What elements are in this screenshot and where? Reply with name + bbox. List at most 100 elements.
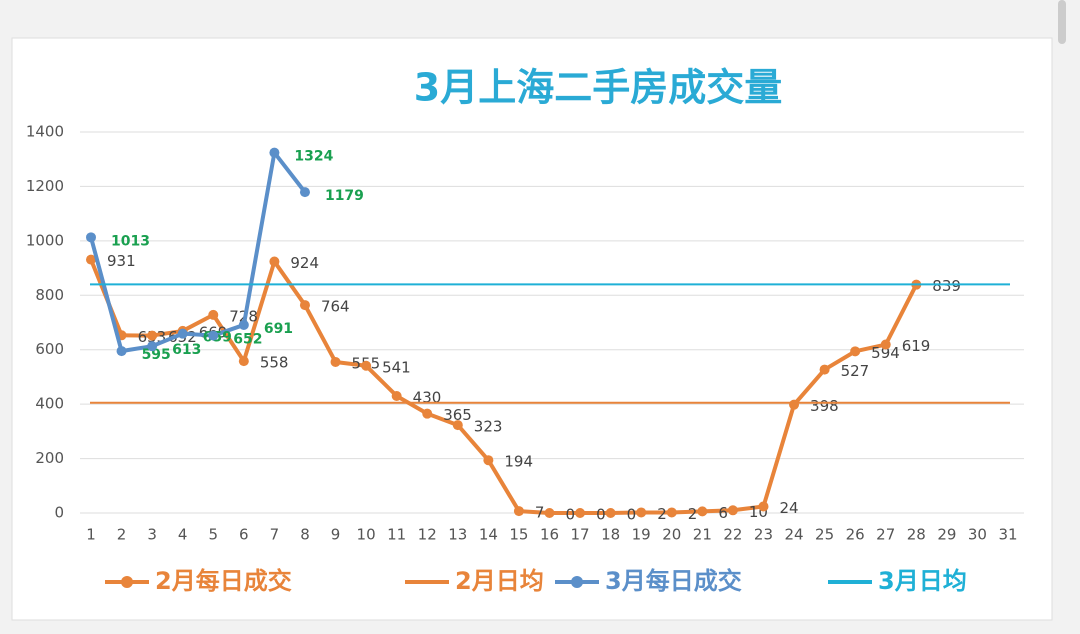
data-label: 0 xyxy=(566,506,576,524)
x-tick-label: 10 xyxy=(357,526,376,544)
data-label: 931 xyxy=(107,252,136,270)
data-label: 2 xyxy=(688,505,698,523)
data-label: 7 xyxy=(535,504,545,522)
data-label: 365 xyxy=(443,406,472,424)
point xyxy=(147,341,158,352)
data-label: 558 xyxy=(260,354,289,372)
legend-label: 2月每日成交 xyxy=(155,567,292,595)
point xyxy=(758,501,769,512)
point xyxy=(575,508,586,518)
point xyxy=(177,328,188,339)
data-label: 839 xyxy=(932,277,961,295)
legend-label: 2月日均 xyxy=(455,567,544,595)
point xyxy=(238,319,249,330)
x-tick-label: 4 xyxy=(178,526,188,544)
x-tick-label: 15 xyxy=(509,526,528,544)
point xyxy=(819,364,830,375)
point xyxy=(697,506,708,517)
x-tick-label: 19 xyxy=(632,526,651,544)
point xyxy=(483,455,494,466)
x-tick-label: 12 xyxy=(418,526,437,544)
point xyxy=(299,300,310,311)
point xyxy=(86,254,96,265)
y-tick-label: 1400 xyxy=(26,123,64,141)
point xyxy=(269,147,280,158)
series-line xyxy=(89,150,307,354)
data-label: 398 xyxy=(810,397,839,415)
data-label: 0 xyxy=(596,506,606,524)
x-tick-label: 7 xyxy=(270,526,280,544)
x-tick-label: 17 xyxy=(571,526,590,544)
point xyxy=(208,330,219,341)
x-tick-label: 13 xyxy=(448,526,467,544)
data-label: 24 xyxy=(779,499,798,517)
data-label: 924 xyxy=(290,254,319,272)
data-label: 652 xyxy=(233,332,262,348)
x-tick-label: 23 xyxy=(754,526,773,544)
x-tick-label: 2 xyxy=(117,526,127,544)
point xyxy=(727,505,738,516)
point xyxy=(850,346,861,357)
data-label: 594 xyxy=(871,344,900,362)
scrollbar xyxy=(1058,0,1066,44)
data-label: 0 xyxy=(627,506,637,524)
x-tick-label: 11 xyxy=(387,526,406,544)
data-label: 619 xyxy=(902,337,931,355)
x-tick-label: 1 xyxy=(86,526,96,544)
point xyxy=(147,330,158,341)
point xyxy=(238,356,249,367)
data-label: 691 xyxy=(264,321,293,337)
x-tick-label: 31 xyxy=(998,526,1017,544)
point xyxy=(452,420,463,431)
point xyxy=(605,508,616,518)
data-label: 1179 xyxy=(325,188,364,204)
x-tick-label: 20 xyxy=(662,526,681,544)
x-tick-label: 28 xyxy=(907,526,926,544)
y-tick-label: 0 xyxy=(54,504,64,522)
y-tick-label: 600 xyxy=(35,340,64,358)
x-tick-label: 8 xyxy=(300,526,310,544)
x-tick-label: 18 xyxy=(601,526,620,544)
x-tick-label: 27 xyxy=(876,526,895,544)
x-tick-label: 22 xyxy=(723,526,742,544)
point xyxy=(789,399,800,410)
point xyxy=(544,508,555,518)
data-label: 194 xyxy=(504,453,533,471)
legend-label: 3月每日成交 xyxy=(605,567,742,595)
y-tick-label: 800 xyxy=(35,286,64,304)
data-label: 541 xyxy=(382,358,411,376)
y-tick-label: 1000 xyxy=(26,231,64,249)
x-tick-label: 29 xyxy=(937,526,956,544)
x-tick-label: 5 xyxy=(208,526,218,544)
x-tick-label: 16 xyxy=(540,526,559,544)
data-label: 595 xyxy=(142,347,171,363)
x-tick-label: 6 xyxy=(239,526,249,544)
y-tick-label: 400 xyxy=(35,395,64,413)
x-tick-label: 14 xyxy=(479,526,498,544)
legend-label: 3月日均 xyxy=(878,567,967,595)
data-label: 527 xyxy=(841,362,870,380)
x-tick-label: 26 xyxy=(846,526,865,544)
point xyxy=(513,506,524,517)
point xyxy=(208,309,219,320)
data-label: 6 xyxy=(718,504,728,522)
y-tick-label: 1200 xyxy=(26,177,64,195)
data-label: 613 xyxy=(172,342,201,358)
point xyxy=(422,408,433,419)
y-tick-label: 200 xyxy=(35,449,64,467)
point xyxy=(299,187,310,198)
data-label: 2 xyxy=(657,505,667,523)
data-label: 1013 xyxy=(111,233,150,249)
x-tick-label: 21 xyxy=(693,526,712,544)
data-label: 323 xyxy=(474,418,503,436)
x-tick-label: 24 xyxy=(784,526,803,544)
x-tick-label: 25 xyxy=(815,526,834,544)
chart-title: 3月上海二手房成交量 xyxy=(414,66,782,110)
point xyxy=(269,256,280,267)
point xyxy=(666,507,677,518)
point xyxy=(330,356,341,367)
point xyxy=(86,232,96,243)
point xyxy=(636,507,647,518)
point xyxy=(116,346,127,357)
